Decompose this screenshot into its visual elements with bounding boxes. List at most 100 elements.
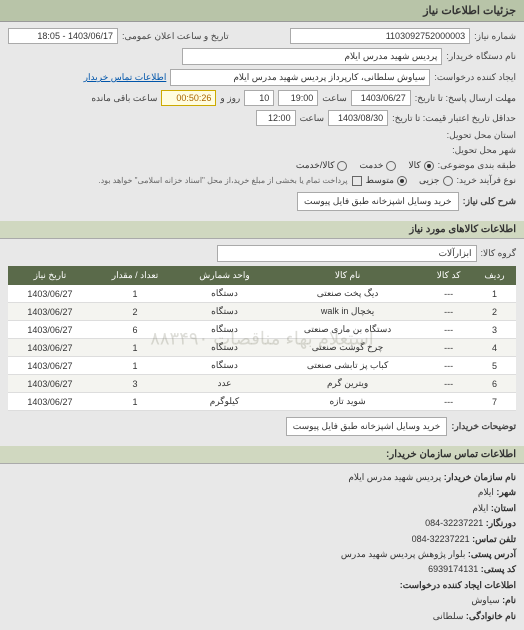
radio-service[interactable]: خدمت [359, 160, 396, 171]
radio-low[interactable]: جزیی [419, 175, 453, 186]
countdown-value: 00:50:26 [161, 90, 216, 106]
radio-service-label: خدمت [359, 160, 383, 171]
table-cell: 1403/06/27 [8, 303, 92, 321]
classify-label: طبقه بندی موضوعی: [438, 160, 516, 171]
announce-date-value: 1403/06/17 - 18:05 [8, 28, 118, 44]
radio-goods-label: کالا [408, 160, 420, 171]
time-label-2: ساعت [300, 113, 325, 124]
family-v: سلطانی [433, 611, 464, 621]
classify-radio-group: کالا خدمت کالا/خدمت [296, 160, 434, 171]
validity-label: حداقل تاریخ اعتبار قیمت: تا تاریخ: [392, 113, 516, 124]
validity-date-value: 1403/08/30 [328, 110, 388, 126]
footer-info: نام سازمان خریدار: پردیس شهید مدرس ایلام… [0, 464, 524, 630]
requester-value: سیاوش سلطانی، کارپرداز پردیس شهید مدرس ا… [170, 69, 430, 86]
table-cell: 1403/06/27 [8, 393, 92, 411]
buyer-org-label: نام دستگاه خریدار: [446, 51, 516, 62]
table-cell: کباب پز تابشی صنعتی [271, 357, 424, 375]
col-row: ردیف [473, 266, 516, 285]
items-section-header: اطلاعات کالاهای مورد نیاز [0, 221, 524, 239]
table-cell: 1 [92, 339, 178, 357]
table-cell: دستگاه [178, 285, 271, 303]
table-cell: 1403/06/27 [8, 339, 92, 357]
table-cell: --- [424, 393, 473, 411]
process-radio-group: جزیی متوسط [366, 175, 453, 186]
table-wrapper: ردیف کد کالا نام کالا واحد شمارش تعداد /… [8, 266, 516, 411]
request-no-label: شماره نیاز: [474, 31, 516, 42]
table-cell: شوید تازه [271, 393, 424, 411]
buyer-contact-link[interactable]: اطلاعات تماس خریدار [84, 72, 167, 83]
creator-title: اطلاعات ایجاد کننده درخواست: [400, 580, 516, 590]
delivery-city-label: شهر محل تحویل: [452, 145, 516, 156]
table-row: 4---چرخ گوشت صنعتیدستگاه11403/06/27 [8, 339, 516, 357]
delivery-province-label: استان محل تحویل: [447, 130, 516, 141]
table-cell: دیگ پخت صنعتی [271, 285, 424, 303]
fax-k: دورنگار: [486, 518, 516, 528]
table-cell: 1403/06/27 [8, 321, 92, 339]
phone-k: تلفن تماس: [472, 534, 516, 544]
table-cell: 7 [473, 393, 516, 411]
org-name-v: پردیس شهید مدرس ایلام [348, 472, 441, 482]
radio-icon [443, 176, 453, 186]
table-cell: --- [424, 303, 473, 321]
desc-value: خرید وسایل اشپزخانه طبق فایل پیوست [297, 192, 459, 211]
radio-goods-service[interactable]: کالا/خدمت [296, 160, 348, 171]
requester-label: ایجاد کننده درخواست: [434, 72, 516, 83]
deadline-date-value: 1403/06/27 [351, 90, 411, 106]
addr-v: بلوار پژوهش پردیس شهید مدرس [341, 549, 465, 559]
table-row: 6---ویترین گرمعدد31403/06/27 [8, 375, 516, 393]
table-cell: 1 [92, 393, 178, 411]
items-section-title: اطلاعات کالاهای مورد نیاز [409, 224, 516, 235]
desc-label: شرح کلی نیاز: [463, 196, 516, 207]
table-cell: کیلوگرم [178, 393, 271, 411]
group-value: ابزارآلات [217, 245, 477, 262]
request-no-value: 1103092752000003 [290, 28, 470, 44]
org-name-k: نام سازمان خریدار: [444, 472, 516, 482]
table-cell: 3 [92, 375, 178, 393]
table-cell: 1403/06/27 [8, 357, 92, 375]
days-label: روز و [220, 93, 240, 104]
table-cell: --- [424, 339, 473, 357]
table-cell: 2 [92, 303, 178, 321]
deadline-time-value: 19:00 [278, 90, 318, 106]
radio-goods[interactable]: کالا [408, 160, 433, 171]
table-cell: دستگاه [178, 339, 271, 357]
table-cell: یخچال walk in [271, 303, 424, 321]
deadline-label: مهلت ارسال پاسخ: تا تاریخ: [415, 93, 516, 104]
table-cell: دستگاه [178, 303, 271, 321]
col-unit: واحد شمارش [178, 266, 271, 285]
table-cell: 6 [92, 321, 178, 339]
table-row: 1---دیگ پخت صنعتیدستگاه11403/06/27 [8, 285, 516, 303]
items-table: ردیف کد کالا نام کالا واحد شمارش تعداد /… [8, 266, 516, 411]
family-k: نام خانوادگی: [466, 611, 516, 621]
name-k: نام: [502, 595, 516, 605]
province-v: ایلام [472, 503, 488, 513]
table-cell: دستگاه [178, 357, 271, 375]
radio-icon [386, 161, 396, 171]
days-remain-value: 10 [244, 90, 274, 106]
city-v: ایلام [478, 487, 494, 497]
contact-section-title: اطلاعات تماس سازمان خریدار: [386, 449, 516, 460]
name-v: سیاوش [471, 595, 499, 605]
table-row: 2---یخچال walk inدستگاه21403/06/27 [8, 303, 516, 321]
buyer-desc-value: خرید وسایل اشپزخانه طبق فایل پیوست [286, 417, 448, 436]
table-cell: دستگاه بن ماری صنعتی [271, 321, 424, 339]
table-cell: چرخ گوشت صنعتی [271, 339, 424, 357]
radio-mid[interactable]: متوسط [366, 175, 407, 186]
col-name: نام کالا [271, 266, 424, 285]
table-cell: 1 [92, 357, 178, 375]
table-cell: دستگاه [178, 321, 271, 339]
table-cell: 4 [473, 339, 516, 357]
table-cell: --- [424, 321, 473, 339]
table-cell: --- [424, 375, 473, 393]
table-row: 5---کباب پز تابشی صنعتیدستگاه11403/06/27 [8, 357, 516, 375]
table-cell: --- [424, 285, 473, 303]
process-label: نوع فرآیند خرید: [457, 175, 517, 186]
radio-icon [337, 161, 347, 171]
treasury-checkbox[interactable] [352, 176, 362, 186]
form-area: شماره نیاز: 1103092752000003 تاریخ و ساع… [0, 22, 524, 221]
table-cell: 3 [473, 321, 516, 339]
countdown-label: ساعت باقی مانده [91, 93, 157, 104]
page-header: جزئیات اطلاعات نیاز [0, 0, 524, 22]
table-cell: ویترین گرم [271, 375, 424, 393]
table-cell: 1403/06/27 [8, 375, 92, 393]
